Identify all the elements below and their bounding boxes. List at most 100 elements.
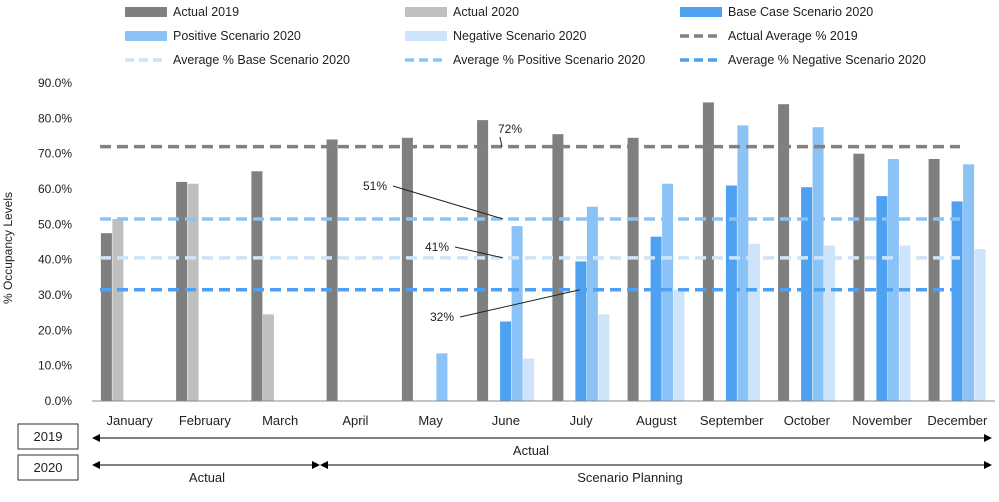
bar — [112, 219, 124, 401]
x-tick-label: April — [342, 413, 368, 428]
x-tick-label: May — [418, 413, 443, 428]
bar — [523, 358, 535, 401]
bar — [662, 183, 674, 401]
bar — [187, 183, 199, 401]
bar — [801, 187, 813, 401]
bar — [928, 159, 940, 401]
y-tick-label: 50.0% — [38, 217, 72, 231]
timeline-2020-scenario-label: Scenario Planning — [577, 470, 683, 485]
legend-label: Actual 2019 — [173, 5, 239, 19]
legend-label: Average % Base Scenario 2020 — [173, 53, 350, 67]
y-axis-title: % Occupancy Levels — [1, 192, 15, 304]
bar — [748, 243, 760, 401]
legend-swatch — [405, 7, 447, 17]
timeline: 2019 2020 Actual Actual Scenario Plannin… — [17, 423, 992, 485]
x-tick-label: June — [492, 413, 520, 428]
bar — [575, 261, 587, 401]
x-tick-label: July — [570, 413, 594, 428]
legend-label: Average % Negative Scenario 2020 — [728, 53, 926, 67]
year-box-2020 — [17, 454, 79, 481]
bar — [500, 321, 512, 401]
reference-leader-line — [459, 289, 581, 318]
bar — [963, 164, 975, 401]
y-tick-label: 30.0% — [38, 288, 72, 302]
reference-label: 32% — [430, 310, 454, 324]
bar — [401, 137, 413, 402]
bar — [650, 236, 662, 401]
bar — [511, 226, 523, 401]
bar — [673, 289, 685, 401]
x-tick-label: February — [179, 413, 232, 428]
year-box-2019 — [17, 423, 79, 450]
bar — [100, 233, 112, 401]
x-axis: January February March April May June July Augu… — [92, 400, 995, 428]
x-tick-label: October — [784, 413, 831, 428]
bar — [853, 153, 865, 401]
legend-label: Actual Average % 2019 — [728, 29, 858, 43]
legend-swatch — [680, 7, 722, 17]
x-tick-label: March — [262, 413, 298, 428]
bar — [176, 181, 188, 401]
y-tick-label: 80.0% — [38, 111, 72, 125]
bar — [824, 245, 836, 401]
bar — [251, 171, 263, 401]
y-tick-label: 40.0% — [38, 253, 72, 267]
y-tick-label: 10.0% — [38, 359, 72, 373]
x-tick-label: December — [927, 413, 988, 428]
bar — [436, 353, 448, 401]
bar — [627, 137, 639, 402]
year-label-2019: 2019 — [34, 429, 63, 444]
bar — [899, 245, 911, 401]
y-axis: 0.0% 10.0% 20.0% 30.0% 40.0% 50.0% 60.0% 70.0% 8… — [38, 76, 72, 408]
arrowhead-2020-actual-right — [312, 461, 320, 469]
x-tick-label: September — [700, 413, 764, 428]
y-tick-label: 60.0% — [38, 182, 72, 196]
bar — [326, 139, 338, 401]
arrowhead-2020-actual-left — [92, 461, 100, 469]
legend: Actual 2019 Actual 2020 Base Case Scenario… — [125, 5, 926, 67]
legend-label: Average % Positive Scenario 2020 — [453, 53, 645, 67]
bar — [778, 104, 790, 401]
reference-label: 41% — [425, 240, 449, 254]
bar — [737, 125, 749, 402]
arrowhead-2020-scenario-right — [984, 461, 992, 469]
legend-swatch — [405, 31, 447, 41]
year-label-2020: 2020 — [34, 460, 63, 475]
bar — [586, 206, 598, 401]
y-tick-label: 70.0% — [38, 147, 72, 161]
legend-label: Actual 2020 — [453, 5, 519, 19]
bar — [951, 201, 963, 401]
bar — [598, 314, 610, 401]
timeline-2020-actual-label: Actual — [189, 470, 225, 485]
bar — [477, 120, 489, 401]
bar — [552, 134, 564, 401]
bar — [262, 314, 274, 401]
timeline-2019-actual-label: Actual — [513, 443, 549, 458]
legend-label: Base Case Scenario 2020 — [728, 5, 873, 19]
legend-label: Negative Scenario 2020 — [453, 29, 586, 43]
y-tick-label: 90.0% — [38, 76, 72, 90]
bar — [974, 249, 986, 401]
legend-label: Positive Scenario 2020 — [173, 29, 301, 43]
bar — [725, 185, 737, 401]
x-tick-label: November — [852, 413, 913, 428]
legend-swatch — [125, 7, 167, 17]
x-tick-label: August — [636, 413, 677, 428]
reference-leader-line — [392, 185, 504, 220]
reference-labels: 72% 41% 51% 32% — [363, 122, 581, 324]
arrowhead-2020-scenario-left — [320, 461, 328, 469]
x-tick-label: January — [107, 413, 154, 428]
bar — [702, 102, 714, 402]
bar — [887, 159, 899, 401]
y-tick-label: 0.0% — [45, 394, 73, 408]
reference-label: 72% — [498, 122, 522, 136]
arrowhead-2019-right — [984, 434, 992, 442]
arrowhead-2019-left — [92, 434, 100, 442]
reference-lines — [100, 144, 960, 292]
reference-label: 51% — [363, 179, 387, 193]
reference-leader-line — [499, 136, 503, 148]
bar — [876, 196, 888, 401]
bars — [100, 102, 986, 402]
legend-swatch — [125, 31, 167, 41]
